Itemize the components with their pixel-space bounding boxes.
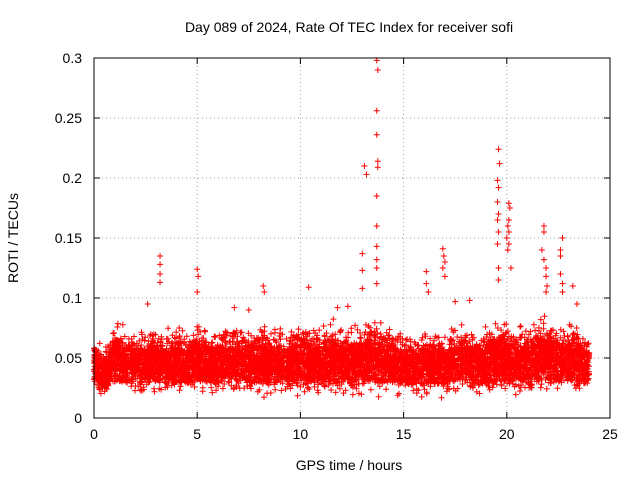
y-tick-label: 0.1 <box>63 290 83 306</box>
roti-peak-point <box>423 268 430 275</box>
x-tick-label: 15 <box>396 426 412 442</box>
roti-peak-point <box>194 289 201 295</box>
roti-peak-point <box>334 304 341 311</box>
roti-peak-point <box>544 283 551 289</box>
roti-peak-point <box>495 146 502 153</box>
roti-peak-point <box>494 199 501 205</box>
roti-peak-point <box>504 223 511 229</box>
roti-peak-point <box>505 241 512 247</box>
x-axis-label: GPS time / hours <box>296 457 403 473</box>
roti-peak-point <box>559 280 566 287</box>
chart-title: Day 089 of 2024, Rate Of TEC Index for r… <box>185 19 513 35</box>
roti-peak-point <box>494 241 501 247</box>
roti-peak-point <box>503 235 510 241</box>
roti-peak-point <box>425 289 432 295</box>
roti-peak-point <box>373 107 380 114</box>
y-tick-label: 0.3 <box>63 50 83 66</box>
roti-peak-point <box>373 223 380 229</box>
roti-peak-point <box>557 247 564 253</box>
roti-peak-point <box>538 247 545 253</box>
roti-peak-point <box>495 277 502 283</box>
roti-peak-point <box>543 265 550 271</box>
roti-peak-point <box>373 280 380 287</box>
x-tick-label: 0 <box>90 426 98 442</box>
roti-peak-point <box>260 283 267 289</box>
roti-peak-point <box>373 265 380 271</box>
x-tick-label: 25 <box>602 426 618 442</box>
roti-peak-point <box>231 304 238 311</box>
roti-peak-point <box>494 177 501 184</box>
roti-peak-point <box>543 273 550 280</box>
roti-peak-point <box>569 283 576 289</box>
y-tick-label: 0.15 <box>55 230 82 246</box>
roti-peak-point <box>363 171 370 178</box>
x-tick-label: 5 <box>193 426 201 442</box>
roti-peak-point <box>452 298 459 305</box>
roti-peak-point <box>495 265 502 271</box>
x-tick-label: 20 <box>499 426 515 442</box>
roti-peak-point <box>441 273 448 280</box>
roti-peak-point <box>439 245 446 252</box>
roti-peak-point <box>157 253 164 259</box>
roti-peak-point <box>505 217 512 223</box>
y-tick-label: 0.2 <box>63 170 83 186</box>
roti-peak-point <box>505 229 512 235</box>
roti-peak-point <box>466 297 473 304</box>
y-tick-label: 0 <box>74 410 82 426</box>
roti-peak-point <box>439 265 446 271</box>
roti-peak-point <box>540 256 547 263</box>
roti-peak-point <box>573 301 580 307</box>
roti-peak-point <box>543 289 550 295</box>
roti-peak-point <box>505 200 512 207</box>
roti-peak-point <box>495 229 502 235</box>
roti-peak-point <box>557 253 564 259</box>
roti-peak-point <box>374 67 381 73</box>
roti-peak-point <box>506 205 513 211</box>
roti-peak-point <box>507 265 514 271</box>
roti-peak-point <box>494 217 501 223</box>
roti-peak-point <box>374 164 381 171</box>
y-tick-label: 0.25 <box>55 110 82 126</box>
roti-peak-point <box>504 247 511 253</box>
roti-peak-point <box>361 163 368 169</box>
data-points <box>91 57 593 401</box>
roti-peak-point <box>496 160 503 167</box>
x-tick-label: 10 <box>293 426 309 442</box>
roti-peak-point <box>194 266 201 273</box>
roti-peak-point <box>373 131 380 138</box>
roti-peak-point <box>359 267 366 274</box>
roti-peak-point <box>359 250 366 257</box>
roti-peak-point <box>373 256 380 263</box>
roti-peak-point <box>373 243 380 250</box>
y-tick-label: 0.05 <box>55 350 82 366</box>
roti-peak-point <box>305 284 312 291</box>
tick-labels: 0 0.05 0.1 0.15 0.2 0.25 0.3 0 5 10 15 20 25 <box>55 50 618 442</box>
roti-peak-point <box>423 280 430 287</box>
roti-peak-point <box>374 158 381 165</box>
roti-peak-point <box>559 289 566 295</box>
roti-peak-point <box>440 253 447 259</box>
roti-peak-point <box>157 271 164 277</box>
roti-peak-point <box>144 301 151 307</box>
roti-peak-point <box>441 259 448 265</box>
plot-frame <box>93 57 611 419</box>
roti-peak-point <box>557 271 564 277</box>
roti-peak-point <box>359 285 366 292</box>
roti-peak-point <box>373 193 380 199</box>
roti-peak-point <box>344 303 351 310</box>
roti-peak-point <box>559 235 566 241</box>
roti-peak-point <box>495 184 502 191</box>
roti-peak-point <box>495 211 502 217</box>
roti-peak-point <box>245 307 252 313</box>
y-axis-label: ROTI / TECUs <box>5 193 21 283</box>
roti-peak-point <box>540 223 547 229</box>
roti-peak-point <box>540 229 547 235</box>
roti-peak-point <box>157 279 164 286</box>
roti-peak-point <box>157 261 164 268</box>
roti-peak-point <box>261 289 268 295</box>
roti-peak-point <box>195 273 202 280</box>
